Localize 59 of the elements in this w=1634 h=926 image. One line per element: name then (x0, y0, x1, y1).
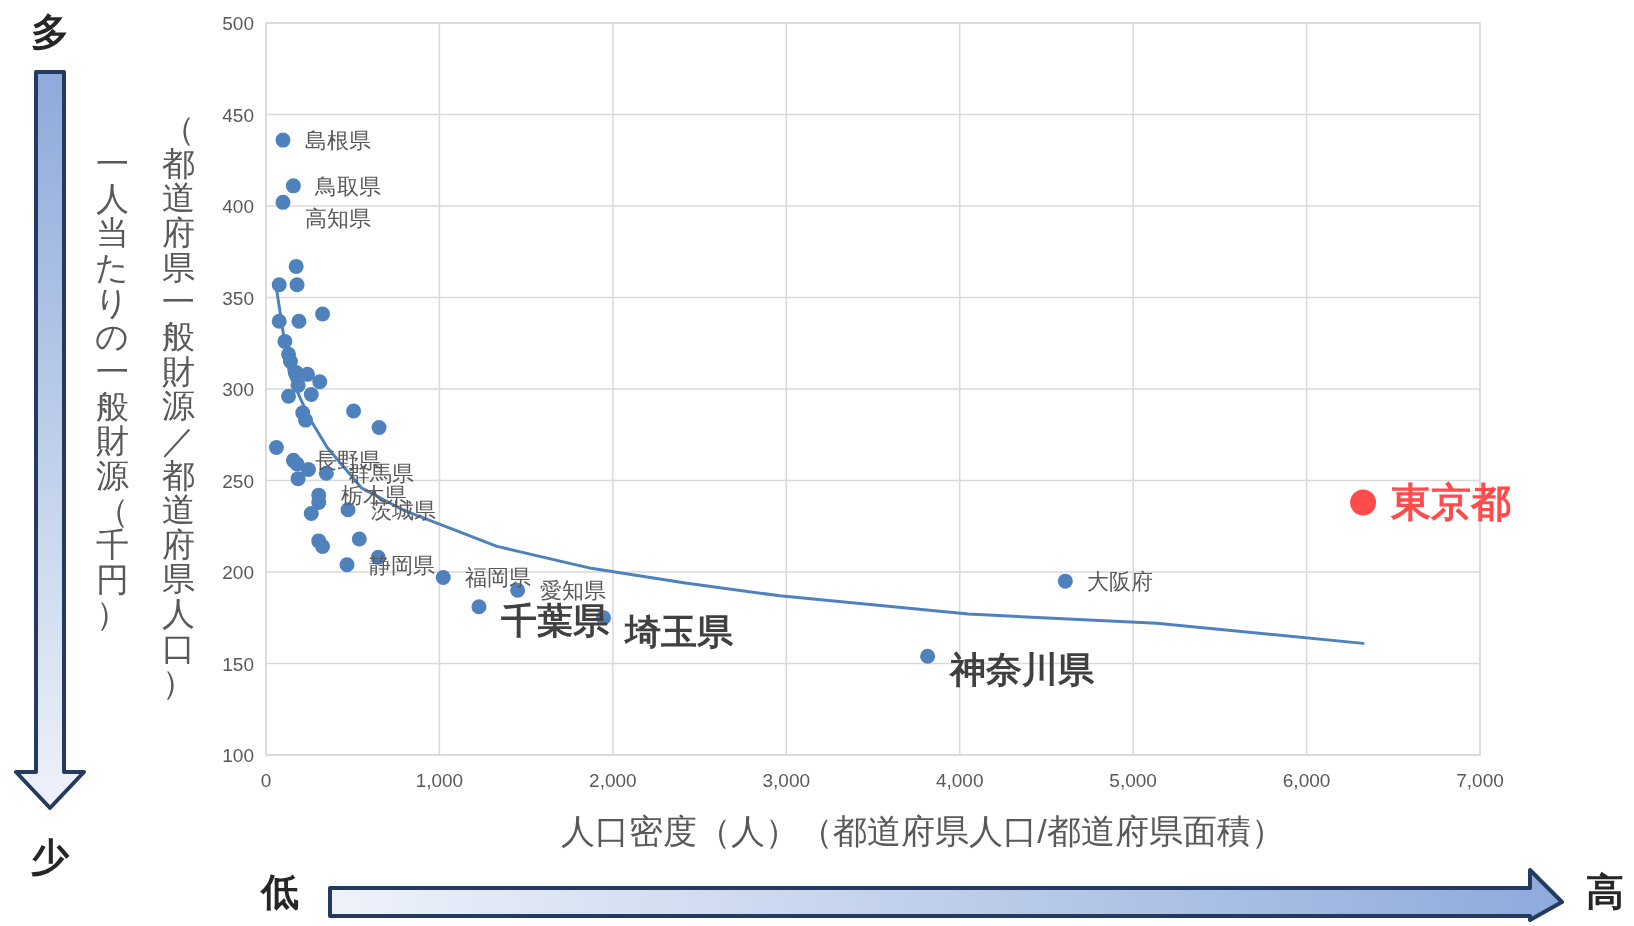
text: 低 (259, 871, 299, 913)
text: 少 (31, 836, 70, 878)
annotation: 大阪府 (1087, 569, 1154, 595)
point (315, 538, 331, 554)
point (275, 132, 291, 148)
annotation: 福岡県 (465, 565, 532, 591)
y-tick-label: 100 (222, 745, 254, 766)
text: 高 (1586, 871, 1624, 913)
point (315, 306, 331, 322)
point (290, 471, 306, 487)
point (299, 366, 315, 382)
point (1057, 573, 1073, 589)
point (268, 440, 284, 456)
point (339, 557, 355, 573)
x-tick-label: 0 (260, 770, 272, 791)
point (920, 648, 936, 664)
y-tick-label: 350 (222, 287, 254, 309)
point (303, 505, 319, 521)
annotation: 島根県 (305, 128, 371, 154)
point (291, 313, 307, 329)
point (288, 258, 304, 274)
point (435, 569, 451, 585)
y-tick-label: 500 (222, 13, 254, 34)
y-tick-label: 450 (222, 104, 254, 126)
annotation: 高知県 (305, 206, 371, 232)
annotation: 神奈川県 (947, 649, 1095, 691)
annotation: 静岡県 (368, 552, 435, 578)
x-axis-title: 人口密度（人）（都道府県人口/都道府県面積） (561, 812, 1285, 850)
series-label: 東京都 (1390, 480, 1512, 525)
x-tick-label: 2,000 (589, 770, 637, 791)
point (346, 403, 362, 419)
annotation: 埼玉県 (623, 610, 735, 652)
text: 多 (31, 11, 69, 53)
point (285, 178, 301, 194)
point (303, 386, 319, 402)
y-tick-label: 400 (222, 196, 254, 217)
point (471, 599, 487, 615)
text: （都道府県一般財源／都道府県人口） (161, 110, 195, 702)
point (271, 277, 287, 293)
x-tick-label: 7,000 (1456, 770, 1504, 791)
y-tick-label: 300 (222, 379, 254, 400)
x-tick-label: 3,000 (762, 770, 811, 791)
text: 一人当たりの一般財源（千円） (95, 145, 129, 633)
point (351, 531, 367, 547)
annotation: 鳥取県 (314, 173, 382, 199)
point (281, 388, 297, 404)
point (371, 419, 387, 435)
y-tick-label: 150 (222, 653, 254, 675)
x-tick-label: 1,000 (415, 770, 464, 791)
x-tick-label: 5,000 (1109, 770, 1157, 791)
point (300, 462, 316, 478)
x-tick-label: 6,000 (1282, 770, 1331, 791)
x-tick-label: 4,000 (935, 770, 984, 791)
y-tick-label: 250 (222, 470, 254, 492)
point (1350, 489, 1377, 516)
point (312, 374, 328, 390)
point (289, 277, 305, 293)
point (275, 194, 291, 210)
y-tick-label: 200 (222, 562, 254, 583)
